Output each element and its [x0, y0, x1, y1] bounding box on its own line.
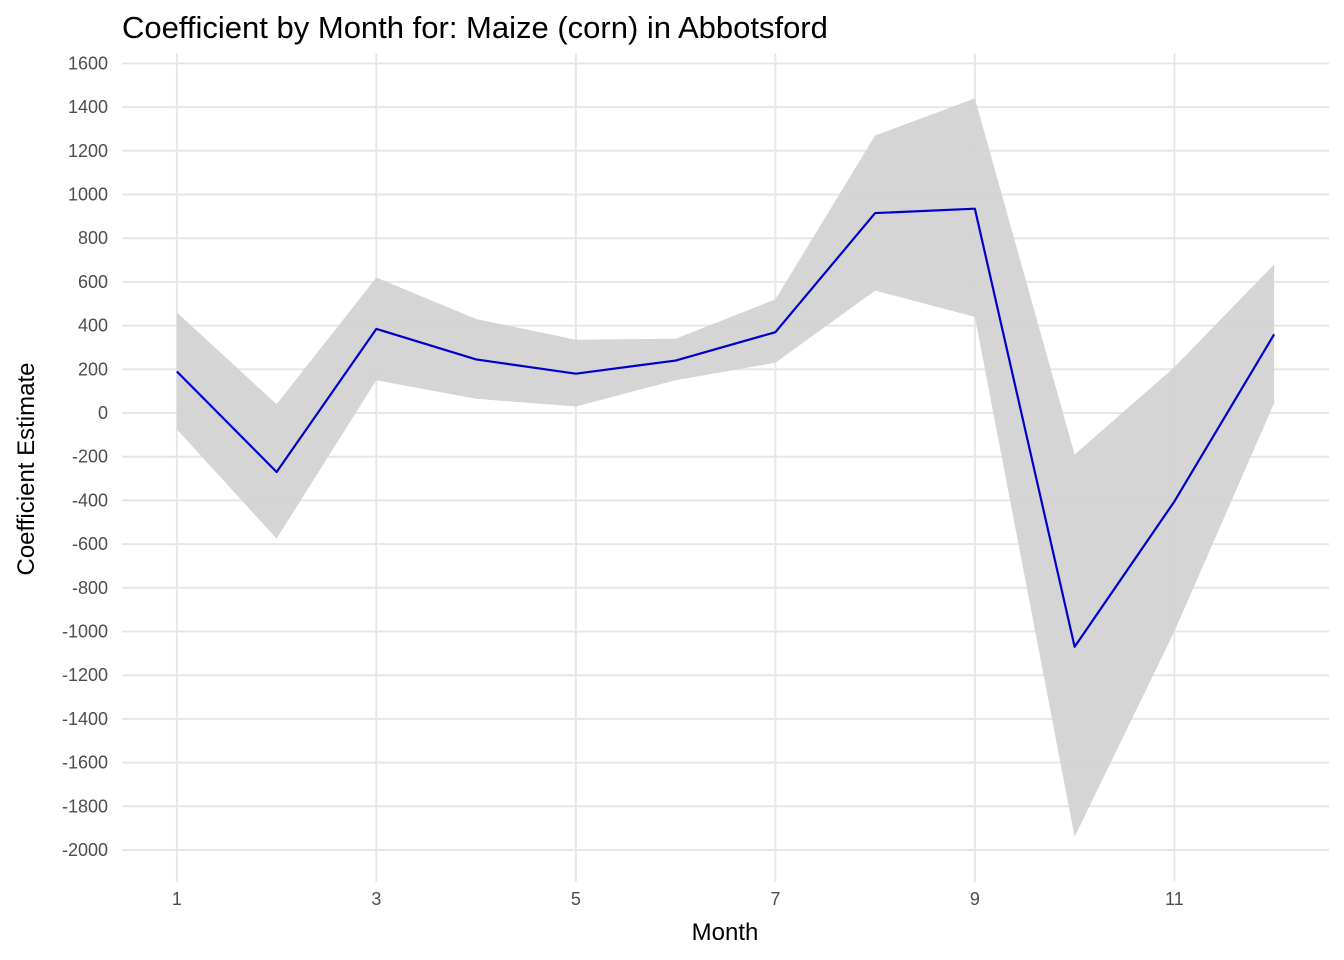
- confidence-ribbon: [176, 98, 1275, 837]
- y-tick-label: -2000: [62, 840, 108, 860]
- x-tick-label: 9: [970, 889, 980, 909]
- confidence-ribbon-group: [176, 98, 1275, 837]
- y-tick-label: -1400: [62, 709, 108, 729]
- y-tick-label: -1200: [62, 665, 108, 685]
- y-tick-label: 1000: [68, 185, 108, 205]
- x-axis-title: Month: [692, 919, 759, 946]
- y-tick-label: -800: [72, 578, 108, 598]
- y-tick-label: 400: [78, 316, 108, 336]
- y-tick-label: 800: [78, 228, 108, 248]
- y-tick-label: -600: [72, 534, 108, 554]
- axis-labels: 1600 1400 1200 1000 800 600 400 200 0 -200 -400 -60…: [62, 53, 1184, 909]
- y-tick-label: 600: [78, 272, 108, 292]
- x-tick-label: 5: [571, 889, 581, 909]
- y-tick-label: 0: [98, 403, 108, 423]
- y-axis-title: Coefficient Estimate: [13, 363, 40, 576]
- x-tick-label: 1: [172, 889, 182, 909]
- y-tick-label: -1800: [62, 796, 108, 816]
- estimate-line-group: [176, 207, 1276, 648]
- chart-title: Coefficient by Month for: Maize (corn) i…: [122, 10, 828, 45]
- y-tick-label: 1200: [68, 141, 108, 161]
- y-tick-label: -400: [72, 490, 108, 510]
- x-tick-label: 11: [1165, 889, 1184, 909]
- y-tick-label: -1000: [62, 622, 108, 642]
- y-tick-label: -200: [72, 447, 108, 467]
- y-tick-label: 200: [78, 359, 108, 379]
- x-tick-label: 3: [371, 889, 381, 909]
- y-tick-label: 1400: [68, 97, 108, 117]
- x-tick-label: 7: [770, 889, 780, 909]
- estimate-line: [176, 207, 1276, 648]
- y-tick-label: 1600: [68, 53, 108, 73]
- y-tick-label: -1600: [62, 753, 108, 773]
